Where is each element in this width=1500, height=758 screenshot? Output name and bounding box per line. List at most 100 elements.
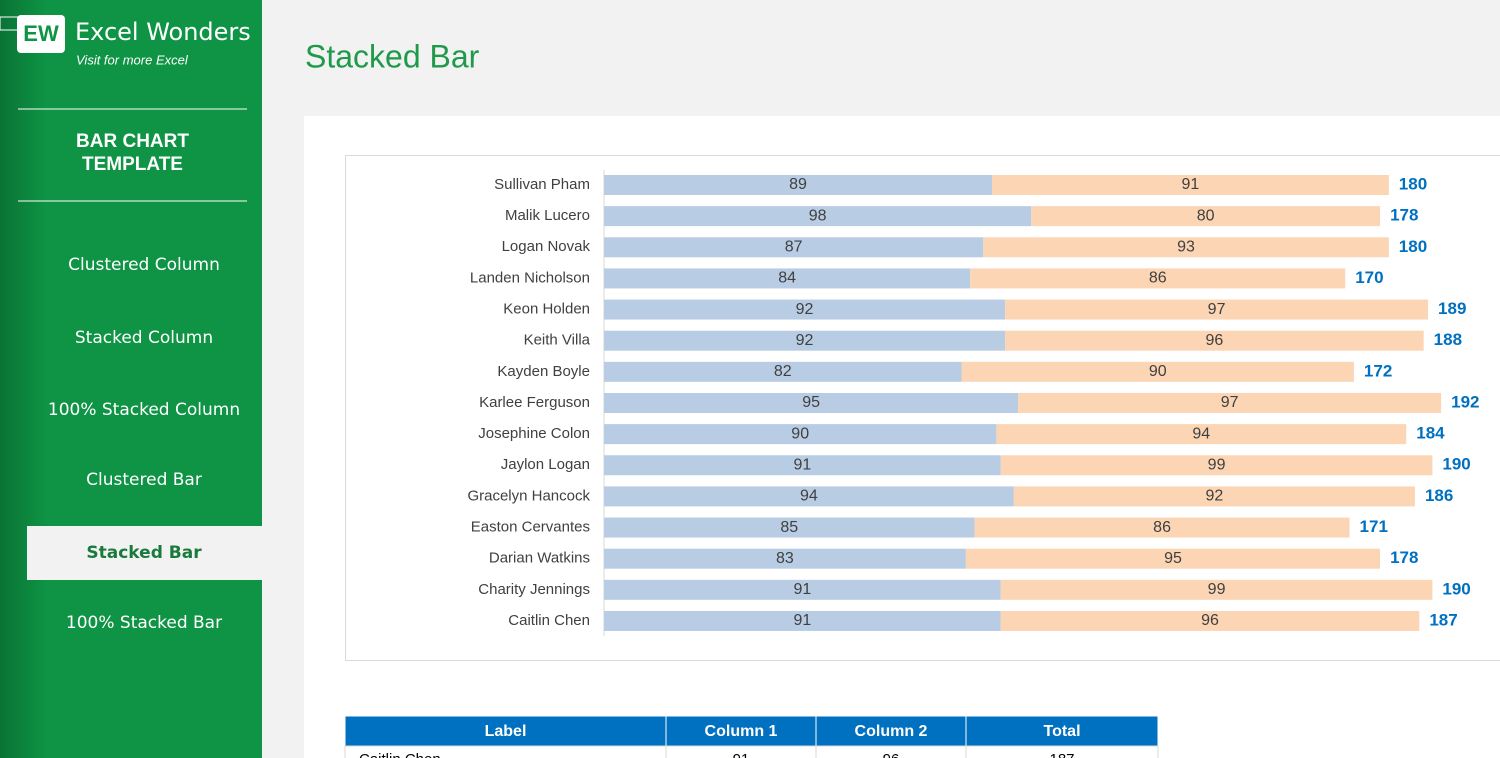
category-label: Josephine Colon bbox=[478, 425, 590, 442]
bar-segment bbox=[1000, 579, 1433, 600]
nav-item[interactable]: Stacked Column bbox=[75, 328, 213, 348]
total-label: 189 bbox=[1438, 299, 1466, 318]
nav-item[interactable]: Clustered Bar bbox=[86, 470, 202, 490]
total-label: 188 bbox=[1434, 330, 1462, 349]
table-header-text: Column 2 bbox=[855, 723, 928, 740]
total-label: 170 bbox=[1355, 268, 1383, 287]
table-cell-text: 187 bbox=[1049, 751, 1074, 758]
value-label: 98 bbox=[809, 207, 827, 224]
category-label: Easton Cervantes bbox=[471, 519, 590, 536]
value-label: 91 bbox=[793, 581, 811, 598]
nav-item[interactable]: Clustered Column bbox=[68, 255, 220, 275]
bar-segment bbox=[965, 548, 1381, 569]
nav-item[interactable]: 100% Stacked Bar bbox=[66, 613, 222, 633]
total-label: 190 bbox=[1442, 455, 1470, 474]
value-label: 80 bbox=[1197, 207, 1215, 224]
category-label: Keith Villa bbox=[524, 332, 591, 349]
bar-segment bbox=[1000, 455, 1433, 476]
bar-segment bbox=[1018, 392, 1442, 413]
total-label: 187 bbox=[1429, 610, 1457, 629]
total-label: 186 bbox=[1425, 486, 1453, 505]
total-label: 178 bbox=[1390, 548, 1418, 567]
value-label: 97 bbox=[1208, 301, 1226, 318]
value-label: 92 bbox=[796, 301, 814, 318]
value-label: 96 bbox=[1206, 332, 1224, 349]
table-header-text: Total bbox=[1043, 723, 1080, 740]
bar-segment bbox=[970, 268, 1346, 289]
total-label: 180 bbox=[1399, 237, 1427, 256]
nav-active-bg bbox=[27, 526, 262, 580]
table-cell bbox=[965, 745, 1159, 758]
table-cell-text: 96 bbox=[883, 751, 900, 758]
page-title: Stacked Bar bbox=[305, 38, 480, 74]
value-label: 83 bbox=[776, 550, 794, 567]
nav-item[interactable]: 100% Stacked Column bbox=[48, 400, 240, 420]
total-label: 172 bbox=[1364, 361, 1392, 380]
section-box: BAR CHART TEMPLATE bbox=[76, 131, 189, 175]
category-label: Darian Watkins bbox=[489, 550, 590, 567]
bar-segment bbox=[974, 517, 1350, 538]
bar-segment bbox=[604, 486, 1014, 507]
bar-segment bbox=[604, 299, 1006, 320]
bar-segment bbox=[604, 330, 1006, 351]
value-label: 92 bbox=[1206, 488, 1224, 505]
table-cell bbox=[815, 745, 967, 758]
bar-segment bbox=[604, 392, 1019, 413]
bar-segment bbox=[996, 424, 1407, 445]
value-label: 87 bbox=[785, 238, 803, 255]
bar-segment bbox=[1005, 330, 1424, 351]
value-label: 91 bbox=[1182, 176, 1200, 193]
value-label: 99 bbox=[1208, 581, 1226, 598]
value-label: 94 bbox=[800, 488, 818, 505]
bar-segment bbox=[604, 455, 1001, 476]
table-cell bbox=[665, 745, 817, 758]
bar-segment bbox=[961, 361, 1354, 382]
bar-segment bbox=[604, 175, 993, 195]
value-label: 86 bbox=[1153, 519, 1171, 536]
table-cell-text: Caitlin Chen bbox=[359, 751, 441, 758]
value-label: 89 bbox=[789, 176, 807, 193]
bar-segment bbox=[604, 579, 1001, 600]
sidebar bbox=[0, 0, 262, 758]
value-label: 92 bbox=[796, 332, 814, 349]
table-cell-text: 91 bbox=[733, 751, 750, 758]
bar-segment bbox=[604, 268, 971, 289]
table-header-text: Column 1 bbox=[705, 723, 778, 740]
table-header-cell bbox=[665, 715, 817, 747]
section-title: BAR CHART TEMPLATE bbox=[76, 131, 189, 175]
bar-segment bbox=[1013, 486, 1415, 507]
bar-segment bbox=[604, 206, 1032, 227]
category-label: Karlee Ferguson bbox=[479, 394, 590, 411]
category-label: Sullivan Pham bbox=[494, 176, 590, 193]
total-label: 190 bbox=[1442, 579, 1470, 598]
category-label: Logan Novak bbox=[502, 238, 591, 255]
category-label: Gracelyn Hancock bbox=[467, 487, 590, 504]
bar-segment bbox=[1000, 610, 1420, 631]
value-label: 99 bbox=[1208, 456, 1226, 473]
value-label: 85 bbox=[780, 519, 798, 536]
value-label: 82 bbox=[774, 363, 792, 380]
category-label: Caitlin Chen bbox=[508, 612, 590, 629]
logo-box[interactable] bbox=[17, 15, 65, 53]
category-label: Charity Jennings bbox=[478, 581, 590, 598]
total-label: 178 bbox=[1390, 206, 1418, 225]
value-label: 93 bbox=[1177, 238, 1195, 255]
bar-segment bbox=[604, 361, 962, 382]
value-label: 97 bbox=[1221, 394, 1239, 411]
nav-item[interactable]: Stacked Bar bbox=[86, 543, 202, 563]
value-label: 90 bbox=[791, 425, 809, 442]
category-label: Kayden Boyle bbox=[497, 363, 590, 380]
table-header-cell bbox=[965, 715, 1159, 747]
total-label: 180 bbox=[1399, 174, 1427, 193]
value-label: 95 bbox=[1164, 550, 1182, 567]
brand[interactable]: Excel Wonders bbox=[75, 18, 251, 46]
logo[interactable]: EW bbox=[23, 21, 59, 46]
value-label: 94 bbox=[1192, 425, 1210, 442]
bar-segment bbox=[992, 175, 1389, 195]
value-label: 95 bbox=[802, 394, 820, 411]
value-label: 91 bbox=[793, 456, 811, 473]
total-label: 192 bbox=[1451, 392, 1479, 411]
value-label: 96 bbox=[1201, 612, 1219, 629]
